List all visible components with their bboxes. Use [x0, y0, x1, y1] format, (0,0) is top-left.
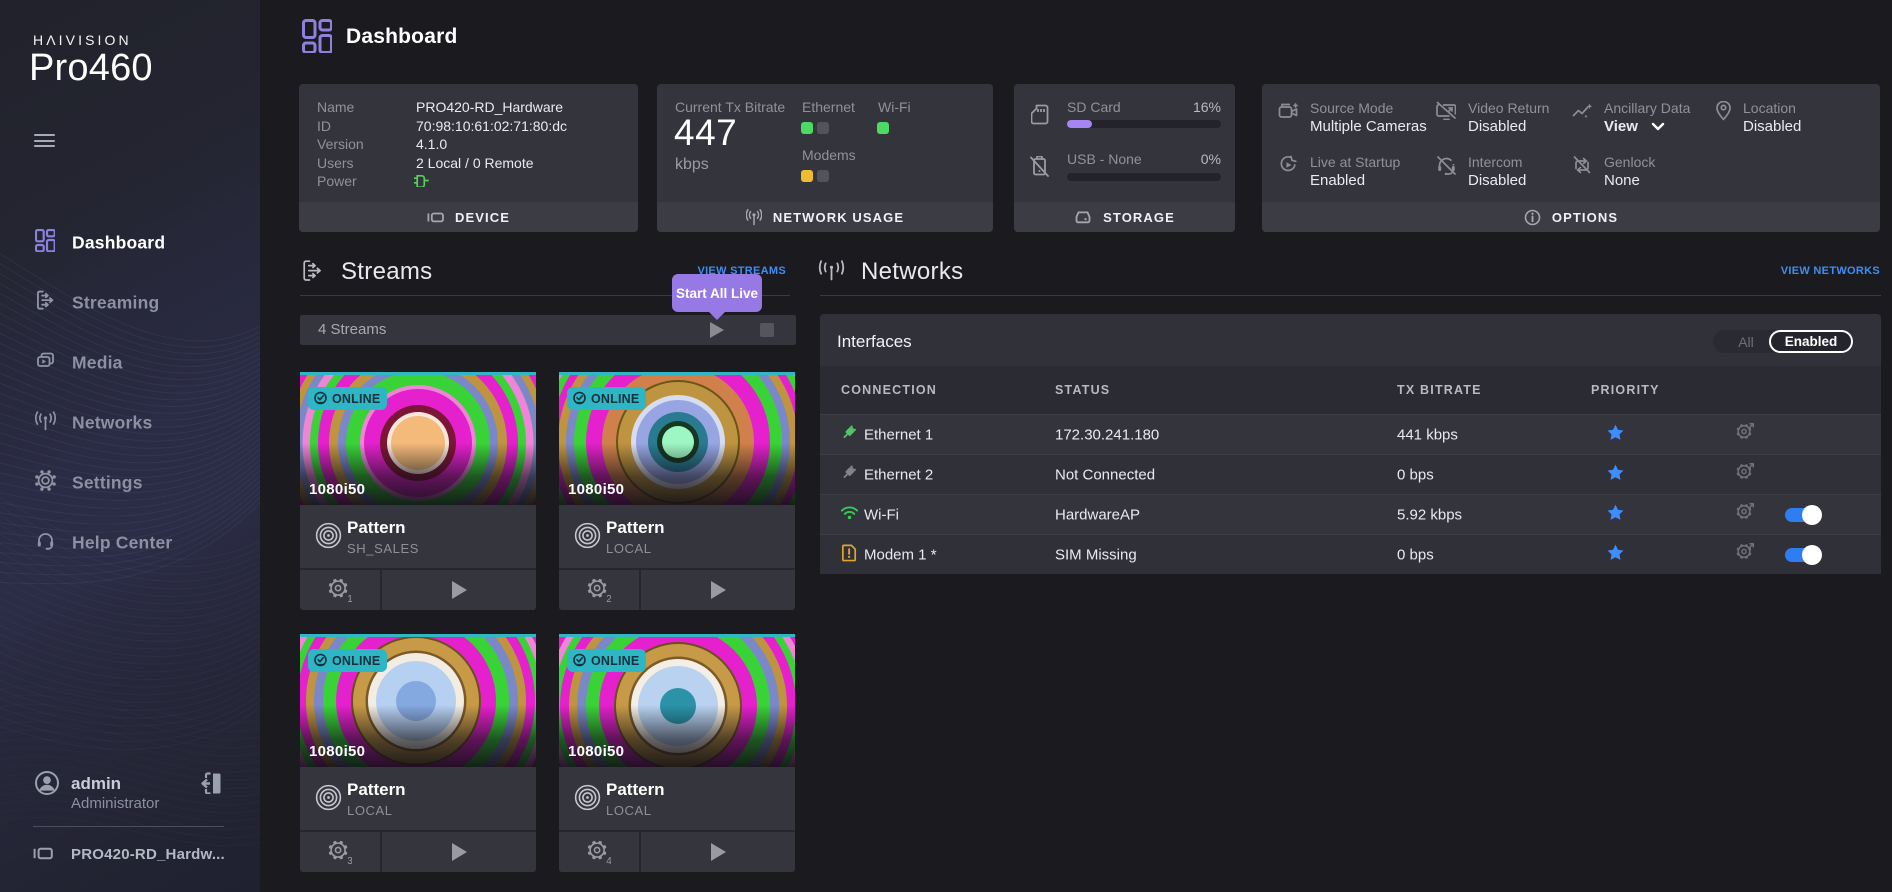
- svg-text:3: 3: [347, 856, 352, 864]
- svg-text:4: 4: [606, 856, 611, 864]
- svg-text:2: 2: [606, 594, 611, 602]
- svg-text:1: 1: [347, 594, 352, 602]
